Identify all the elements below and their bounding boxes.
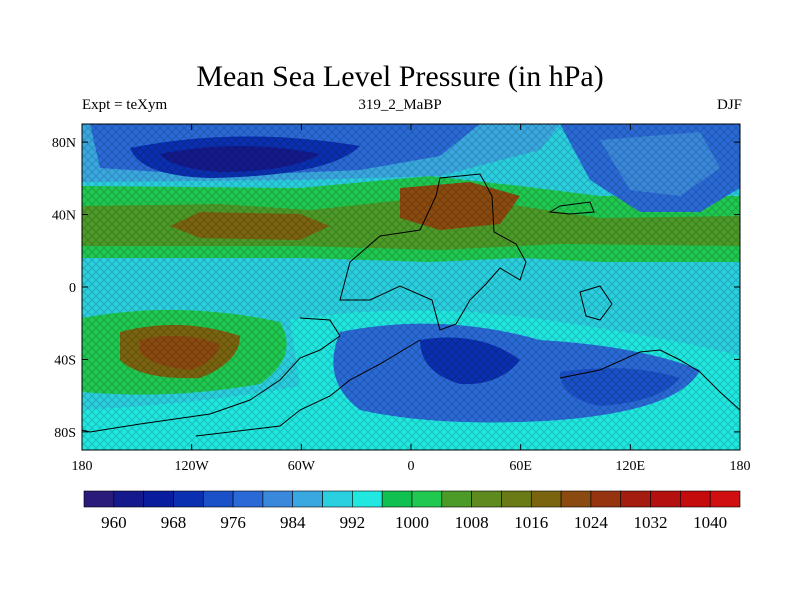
experiment-label: Expt = teXym xyxy=(82,97,168,113)
x-tick-label: 120E xyxy=(616,459,646,474)
x-tick-label: 120W xyxy=(175,459,210,474)
y-tick-label: 40S xyxy=(54,353,76,368)
colorbar-swatch xyxy=(560,490,592,508)
colorbar-label: 1000 xyxy=(395,513,429,532)
colorbar-swatch xyxy=(530,490,562,508)
colorbar-label: 968 xyxy=(161,513,187,532)
plot-area xyxy=(82,124,740,450)
x-tick-label: 60W xyxy=(288,459,316,474)
colorbar-swatch xyxy=(590,490,622,508)
season-label: DJF xyxy=(716,97,742,113)
colorbar-swatch xyxy=(709,490,741,508)
colorbar-swatch xyxy=(441,490,472,508)
y-tick-label: 40N xyxy=(52,209,76,224)
period-label: 319_2_MaBP xyxy=(358,97,442,113)
colorbar-label: 976 xyxy=(220,513,246,532)
colorbar-swatch xyxy=(411,490,443,508)
colorbar-label: 1008 xyxy=(455,513,489,532)
continent-outline-east xyxy=(548,201,595,215)
colorbar-swatch xyxy=(471,490,502,508)
colorbar-swatch xyxy=(262,490,294,508)
colorbar-swatch xyxy=(173,490,204,508)
colorbar-label: 960 xyxy=(101,513,127,532)
colorbar-swatch xyxy=(202,490,234,508)
colorbar-swatch xyxy=(381,490,413,508)
continent-outline-north xyxy=(339,173,527,331)
chart-title: Mean Sea Level Pressure (in hPa) xyxy=(196,60,604,93)
y-tick-label: 80S xyxy=(54,426,76,441)
continent-outline-far-east xyxy=(559,349,740,411)
colorbar-swatch xyxy=(143,490,174,508)
x-tick-label: 180 xyxy=(730,459,751,474)
colorbar-swatch xyxy=(83,490,115,508)
colorbar-swatch xyxy=(501,490,532,508)
colorbar-swatch xyxy=(352,490,383,508)
hatch-overlay xyxy=(82,124,740,450)
y-axis: 80N 40N 0 40S 80S xyxy=(52,136,740,441)
colorbar-swatch xyxy=(113,490,144,508)
colorbar-swatch xyxy=(322,490,353,508)
colorbar-label: 1024 xyxy=(574,513,609,532)
x-tick-label: 60E xyxy=(509,459,532,474)
colorbar: 960 968 976 984 992 1000 1008 1016 1024 1032 1040 xyxy=(83,490,741,532)
x-tick-label: 180 xyxy=(72,459,93,474)
continent-outline-antarctic xyxy=(195,339,421,437)
colorbar-label: 992 xyxy=(340,513,366,532)
colorbar-label: 1040 xyxy=(693,513,727,532)
colorbar-swatch xyxy=(650,490,681,508)
colorbar-label: 1016 xyxy=(514,513,548,532)
x-tick-label: 0 xyxy=(408,459,415,474)
x-axis: 180 120W 60W 0 60E 120E 180 xyxy=(72,124,751,474)
y-tick-label: 80N xyxy=(52,136,76,151)
continent-outlines xyxy=(82,173,740,437)
continent-outline-peninsula xyxy=(579,285,613,321)
y-tick-label: 0 xyxy=(69,281,76,296)
colorbar-swatch xyxy=(292,490,323,508)
colorbar-label: 1032 xyxy=(634,513,668,532)
colorbar-swatch xyxy=(232,490,264,508)
colorbar-label: 984 xyxy=(280,513,306,532)
continent-outline-south xyxy=(82,317,341,433)
colorbar-swatch xyxy=(620,490,651,508)
colorbar-swatch xyxy=(680,490,711,508)
